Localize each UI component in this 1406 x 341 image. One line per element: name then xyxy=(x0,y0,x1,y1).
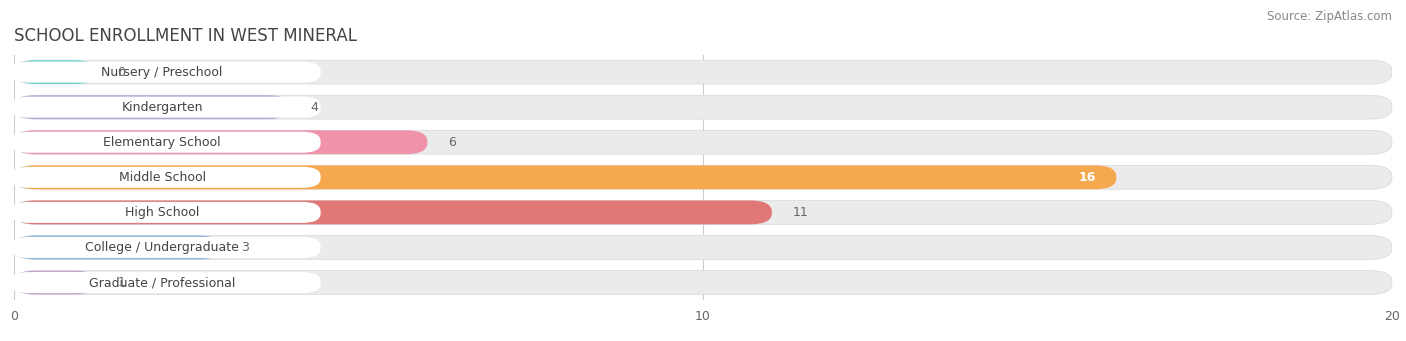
FancyBboxPatch shape xyxy=(14,165,1392,189)
FancyBboxPatch shape xyxy=(11,272,321,293)
Text: 11: 11 xyxy=(793,206,808,219)
Text: Kindergarten: Kindergarten xyxy=(121,101,202,114)
Text: College / Undergraduate: College / Undergraduate xyxy=(86,241,239,254)
Text: Elementary School: Elementary School xyxy=(104,136,221,149)
FancyBboxPatch shape xyxy=(14,271,97,295)
FancyBboxPatch shape xyxy=(11,62,321,83)
FancyBboxPatch shape xyxy=(14,201,1392,224)
Text: 1: 1 xyxy=(118,276,125,289)
Text: SCHOOL ENROLLMENT IN WEST MINERAL: SCHOOL ENROLLMENT IN WEST MINERAL xyxy=(14,27,357,45)
Text: 3: 3 xyxy=(242,241,249,254)
FancyBboxPatch shape xyxy=(11,97,321,118)
Text: Nursery / Preschool: Nursery / Preschool xyxy=(101,65,224,78)
FancyBboxPatch shape xyxy=(14,95,1392,119)
Text: Middle School: Middle School xyxy=(118,171,205,184)
FancyBboxPatch shape xyxy=(11,167,321,188)
FancyBboxPatch shape xyxy=(11,202,321,223)
FancyBboxPatch shape xyxy=(14,130,1392,154)
FancyBboxPatch shape xyxy=(14,201,772,224)
FancyBboxPatch shape xyxy=(14,236,221,260)
FancyBboxPatch shape xyxy=(14,95,290,119)
FancyBboxPatch shape xyxy=(14,130,427,154)
Text: Source: ZipAtlas.com: Source: ZipAtlas.com xyxy=(1267,10,1392,23)
Text: High School: High School xyxy=(125,206,200,219)
FancyBboxPatch shape xyxy=(11,237,321,258)
Text: 16: 16 xyxy=(1078,171,1095,184)
Text: Graduate / Professional: Graduate / Professional xyxy=(89,276,235,289)
FancyBboxPatch shape xyxy=(11,132,321,153)
Text: 6: 6 xyxy=(449,136,456,149)
Text: 0: 0 xyxy=(118,65,125,78)
FancyBboxPatch shape xyxy=(14,236,1392,260)
Text: 4: 4 xyxy=(311,101,318,114)
FancyBboxPatch shape xyxy=(14,165,1116,189)
FancyBboxPatch shape xyxy=(14,271,1392,295)
FancyBboxPatch shape xyxy=(14,60,1392,84)
FancyBboxPatch shape xyxy=(14,60,97,84)
